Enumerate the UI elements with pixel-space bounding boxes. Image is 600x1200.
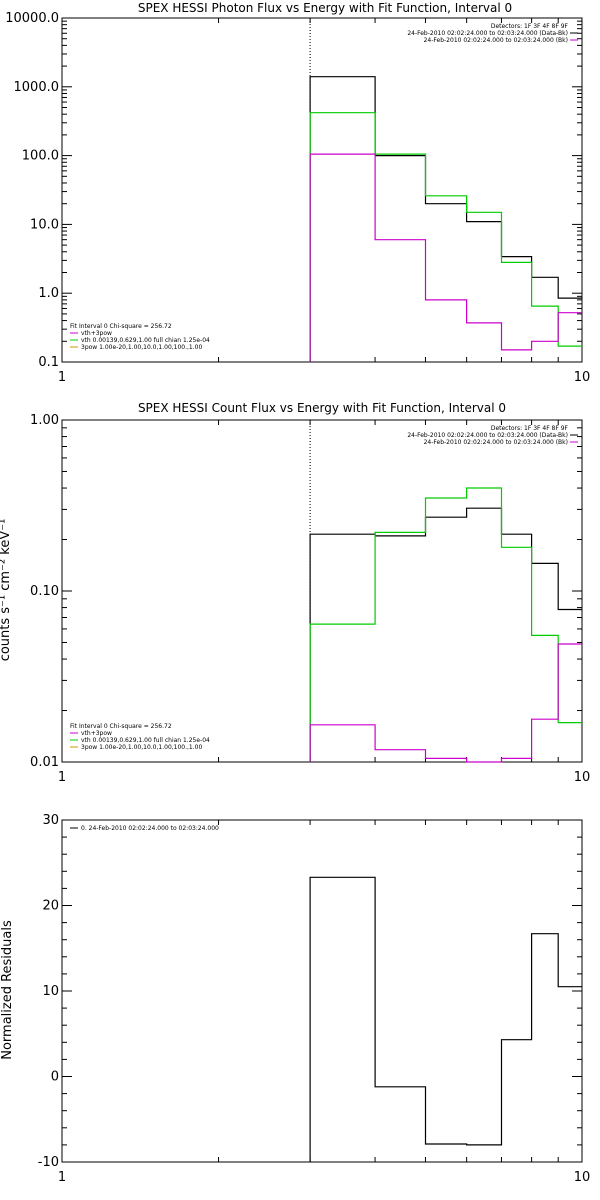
- legend-entry: Fit Interval 0 Chi-square = 256.72: [70, 323, 172, 330]
- legend-entry: Fit Interval 0 Chi-square = 256.72: [70, 723, 172, 730]
- plot-frame: [61, 17, 583, 363]
- y-tick-label: 10000.0: [5, 11, 59, 26]
- legend-entry: 24-Feb-2010 02:02:24.000 to 02:03:24.000…: [424, 439, 568, 446]
- plot-frame: [61, 819, 583, 1163]
- legend-entry: vth+3pow: [81, 730, 112, 737]
- series-0-step-line: [309, 876, 582, 1162]
- residuals-panel: Normalized Residuals 0. 24-Feb-2010 02:0…: [0, 813, 590, 1185]
- series-1-step-line: [309, 487, 582, 762]
- y-tick-label: 0.1: [38, 355, 59, 370]
- y-tick-label: 10.0: [30, 217, 59, 232]
- count-flux-title: SPEX HESSI Count Flux vs Energy with Fit…: [138, 401, 506, 415]
- legend-entry: 24-Feb-2010 02:02:24.000 to 02:03:24.000…: [424, 37, 568, 44]
- legend-entry: vth+3pow: [81, 330, 112, 337]
- y-tick-label: 1.00: [30, 413, 59, 428]
- plot-frame: [61, 419, 583, 763]
- y-tick-label: 0: [51, 1070, 59, 1085]
- legend-entry: 24-Feb-2010 02:02:24.000 to 02:03:24.000…: [407, 30, 568, 37]
- series-0-step-line: [309, 76, 582, 362]
- legend-entry: 3pow 1.00e-20,1.00,10.0,1.00,100.,1.00: [81, 744, 202, 751]
- legend-entry: 24-Feb-2010 02:02:24.000 to 02:03:24.000…: [407, 432, 568, 439]
- y-tick-label: 0.01: [30, 755, 59, 770]
- legend-fit: Fit Interval 0 Chi-square = 256.72vth+3p…: [70, 323, 210, 351]
- y-tick-label: 30: [42, 813, 59, 828]
- series-1-step-line: [309, 112, 582, 362]
- count-flux-panel: SPEX HESSI Count Flux vs Energy with Fit…: [0, 401, 590, 785]
- legend-entry: 3pow 1.00e-20,1.00,10.0,1.00,100.,1.00: [81, 344, 202, 351]
- legend-entry: 0. 24-Feb-2010 02:02:24.000 to 02:03:24.…: [81, 825, 219, 832]
- legend-entry: vth 0.00139,0.629,1.00 full chian 1.25e-…: [81, 737, 210, 744]
- y-tick-label: 10: [42, 984, 59, 999]
- legend-entry: Detectors: 1F 3F 4F 8F 9F: [491, 425, 569, 432]
- legend-fit: Fit Interval 0 Chi-square = 256.72vth+3p…: [70, 723, 210, 751]
- legend-entry: vth 0.00139,0.629,1.00 full chian 1.25e-…: [81, 337, 210, 344]
- series-2-step-line: [309, 643, 582, 763]
- count-flux-y-axis-label: counts s⁻¹ cm⁻² keV⁻¹: [0, 519, 13, 662]
- y-tick-label: -10: [38, 1155, 59, 1170]
- residuals-y-axis-label: Normalized Residuals: [0, 920, 15, 1060]
- x-tick-label: 10: [574, 770, 591, 785]
- y-tick-label: 1.0: [38, 286, 59, 301]
- series-2-step-line: [309, 153, 582, 362]
- legend-top: 0. 24-Feb-2010 02:02:24.000 to 02:03:24.…: [70, 825, 219, 832]
- photon-flux-title: SPEX HESSI Photon Flux vs Energy with Fi…: [138, 1, 512, 15]
- y-tick-label: 1000.0: [14, 80, 60, 95]
- x-tick-label: 1: [58, 770, 66, 785]
- y-tick-label: 20: [42, 899, 59, 914]
- y-tick-label: 0.10: [30, 584, 59, 599]
- y-tick-label: 100.0: [22, 149, 59, 164]
- x-tick-label: 1: [58, 370, 66, 385]
- photon-flux-panel: SPEX HESSI Photon Flux vs Energy with Fi…: [5, 1, 590, 385]
- x-tick-label: 10: [574, 370, 591, 385]
- x-tick-label: 10: [574, 1170, 591, 1185]
- x-tick-label: 1: [58, 1170, 66, 1185]
- legend-entry: Detectors: 1F 3F 4F 8F 9F: [491, 23, 569, 30]
